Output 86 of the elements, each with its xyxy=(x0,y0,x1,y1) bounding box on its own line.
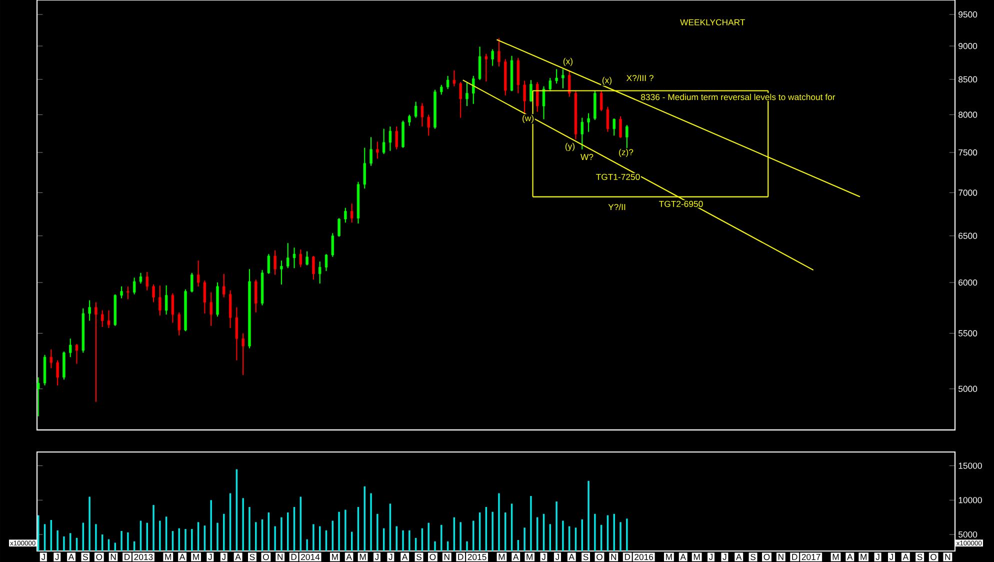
y-tick-label: 7500 xyxy=(958,149,978,156)
x-tick-label: S xyxy=(250,554,255,560)
x-tick-label: J xyxy=(722,554,726,560)
x-tick-label: J xyxy=(222,554,226,560)
x-tick-label: 2013 xyxy=(134,554,153,560)
y-tick-label: 9000 xyxy=(958,42,978,50)
x-tick-label: J xyxy=(876,554,880,560)
x-tick-label: M xyxy=(860,554,867,560)
x-tick-label: D xyxy=(291,554,297,560)
x-tick-label: A xyxy=(847,554,853,560)
x-tick-label: O xyxy=(262,554,269,560)
x-tick-label: O xyxy=(430,554,436,560)
annotation: Y?/II xyxy=(608,204,626,210)
y-tick-label: 6000 xyxy=(958,279,978,286)
x-tick-label: A xyxy=(179,554,186,560)
x-tick-label: A xyxy=(680,554,686,560)
x-tick-label: J xyxy=(55,554,59,560)
annotation: (w) xyxy=(522,114,534,123)
x-tick-label: A xyxy=(902,554,909,560)
annotation: (z)? xyxy=(619,148,634,157)
x-tick-label: M xyxy=(165,554,172,560)
x-tick-label: S xyxy=(416,554,422,560)
y-tick-label: 10000 xyxy=(958,497,982,504)
x-tick-label: J xyxy=(555,554,559,560)
annotation: TGT2-6950 xyxy=(659,200,703,207)
x-tick-label: J xyxy=(889,554,894,560)
y-tick-label: 6500 xyxy=(958,232,978,239)
x-tick-label: M xyxy=(666,554,672,560)
x-tick-label: O xyxy=(596,554,602,560)
x-tick-label: J xyxy=(41,554,45,560)
x-tick-label: N xyxy=(778,554,784,560)
y-tick-label: 8000 xyxy=(958,112,978,118)
annotation: X?/III ? xyxy=(626,74,654,82)
y-tick-label: 7000 xyxy=(958,190,978,196)
annotation: (x) xyxy=(602,76,612,85)
x-tick-label: D xyxy=(124,554,130,560)
x-tick-label: A xyxy=(346,554,352,560)
x-tick-label: 2014 xyxy=(301,554,320,560)
x-tick-label: J xyxy=(388,554,392,560)
x-tick-label: A xyxy=(513,554,519,560)
y-tick-label: 5000 xyxy=(958,531,978,538)
x-tick-label: M xyxy=(193,554,199,560)
y-tick-label: 15000 xyxy=(958,462,982,469)
x-tick-label: O xyxy=(764,554,770,560)
y-tick-label: 5500 xyxy=(958,330,978,336)
x-tick-label: O xyxy=(930,554,936,560)
x-tick-label: M xyxy=(526,554,532,560)
x-tick-label: S xyxy=(750,554,756,560)
x-tick-label: M xyxy=(832,554,839,560)
x-tick-label: M xyxy=(360,554,366,560)
x-tick-label: D xyxy=(792,554,798,560)
x-tick-label: N xyxy=(110,554,116,560)
x-tick-label: J xyxy=(208,554,212,560)
y-tick-label: 5000 xyxy=(958,386,978,392)
x-tick-label: N xyxy=(444,554,450,560)
x-tick-label: J xyxy=(708,554,713,560)
x-tick-label: D xyxy=(624,554,630,560)
x-tick-label: M xyxy=(332,554,338,560)
x-tick-label: 2016 xyxy=(634,554,654,560)
x-tick-label: M xyxy=(498,554,505,560)
annotation: (x) xyxy=(563,58,572,66)
x-tick-label: A xyxy=(68,554,74,560)
y-tick-label: 9500 xyxy=(958,11,978,18)
x-tick-label: A xyxy=(568,554,574,560)
annotation: (y) xyxy=(565,142,575,151)
x-tick-label: A xyxy=(736,554,742,560)
x-tick-label: N xyxy=(278,554,283,560)
x-tick-label: D xyxy=(458,554,464,560)
x-tick-label: J xyxy=(374,554,378,560)
annotation: W? xyxy=(580,154,594,160)
x-tick-label: A xyxy=(402,554,408,560)
x-tick-label: O xyxy=(96,554,102,560)
text: WEEKLYCHART xyxy=(680,19,746,26)
y-tick-label: 8500 xyxy=(958,76,978,82)
x-tick-label: M xyxy=(694,554,700,560)
x-tick-label: 2015 xyxy=(468,554,486,560)
x-tick-label: 2017 xyxy=(802,554,820,560)
x-tick-label: S xyxy=(82,554,88,560)
x-tick-label: N xyxy=(611,554,616,560)
x-tick-label: S xyxy=(917,554,922,560)
annotation: TGT1-7250 xyxy=(596,174,640,180)
x-tick-label: N xyxy=(945,554,950,560)
x-tick-label: J xyxy=(542,554,546,560)
annotation: 8336 - Medium term reversal levels to watchout for xyxy=(641,94,836,100)
x-tick-label: A xyxy=(235,554,241,560)
x-tick-label: S xyxy=(583,554,588,560)
